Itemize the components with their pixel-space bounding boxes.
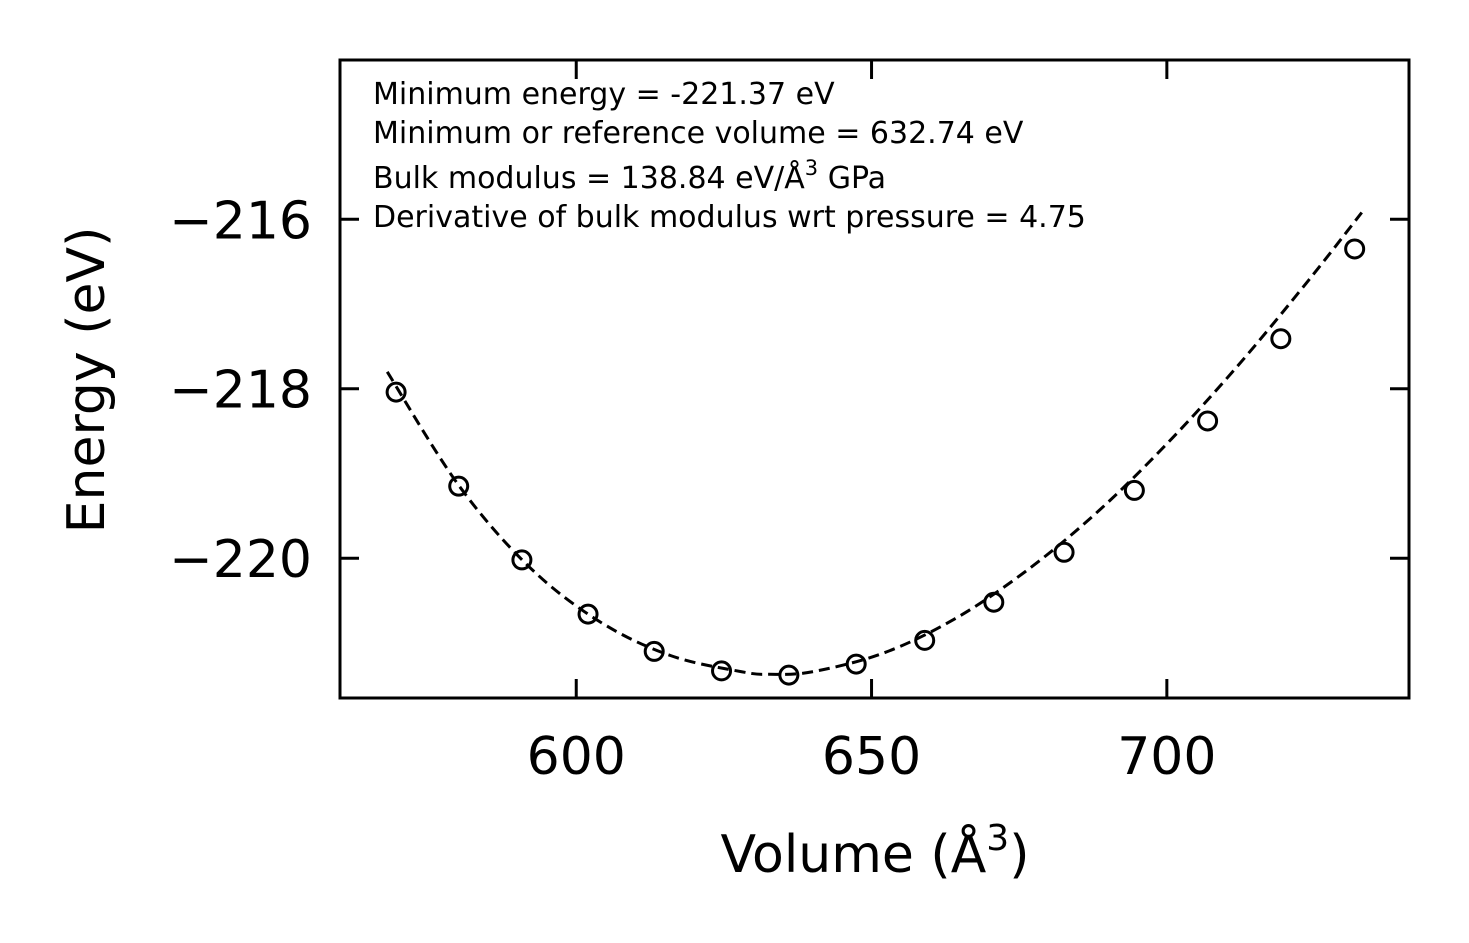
x-axis-label: Volume (Å3): [721, 818, 1030, 885]
y-tick-label: −220: [169, 530, 312, 590]
data-point: [385, 381, 407, 403]
data-points-layer: [385, 238, 1366, 686]
data-point: [1197, 410, 1219, 432]
data-point: [778, 664, 800, 686]
data-point: [1123, 479, 1145, 501]
data-point: [577, 603, 599, 625]
axis-ticks: 600 650 700 −216 −218 −220: [169, 60, 1409, 787]
y-tick-label: −216: [169, 191, 312, 251]
data-point: [511, 549, 533, 571]
y-axis-label: Energy (eV): [57, 227, 117, 534]
x-tick-label: 650: [822, 727, 921, 787]
data-point: [711, 660, 733, 682]
data-point: [845, 653, 867, 675]
data-point: [1270, 328, 1292, 350]
data-point: [448, 475, 470, 497]
x-tick-label: 600: [527, 727, 626, 787]
data-point: [1053, 541, 1075, 563]
fit-curve-layer: [385, 211, 1363, 676]
annotation-reference-volume: Minimum or reference volume = 632.74 eV: [373, 116, 1024, 151]
annotation-bulk-modulus: Bulk modulus = 138.84 eV/Å3 GPa: [373, 156, 886, 196]
data-point: [983, 591, 1005, 613]
y-tick-label: −218: [169, 361, 312, 421]
data-point: [1344, 238, 1366, 260]
annotation-bulk-modulus-derivative: Derivative of bulk modulus wrt pressure …: [373, 200, 1086, 235]
plot-frame: [338, 58, 1411, 700]
annotation-min-energy: Minimum energy = -221.37 eV: [373, 77, 835, 112]
fit-curve-line: [385, 211, 1363, 676]
x-tick-label: 700: [1117, 727, 1216, 787]
data-point: [914, 629, 936, 651]
data-point: [643, 640, 665, 662]
